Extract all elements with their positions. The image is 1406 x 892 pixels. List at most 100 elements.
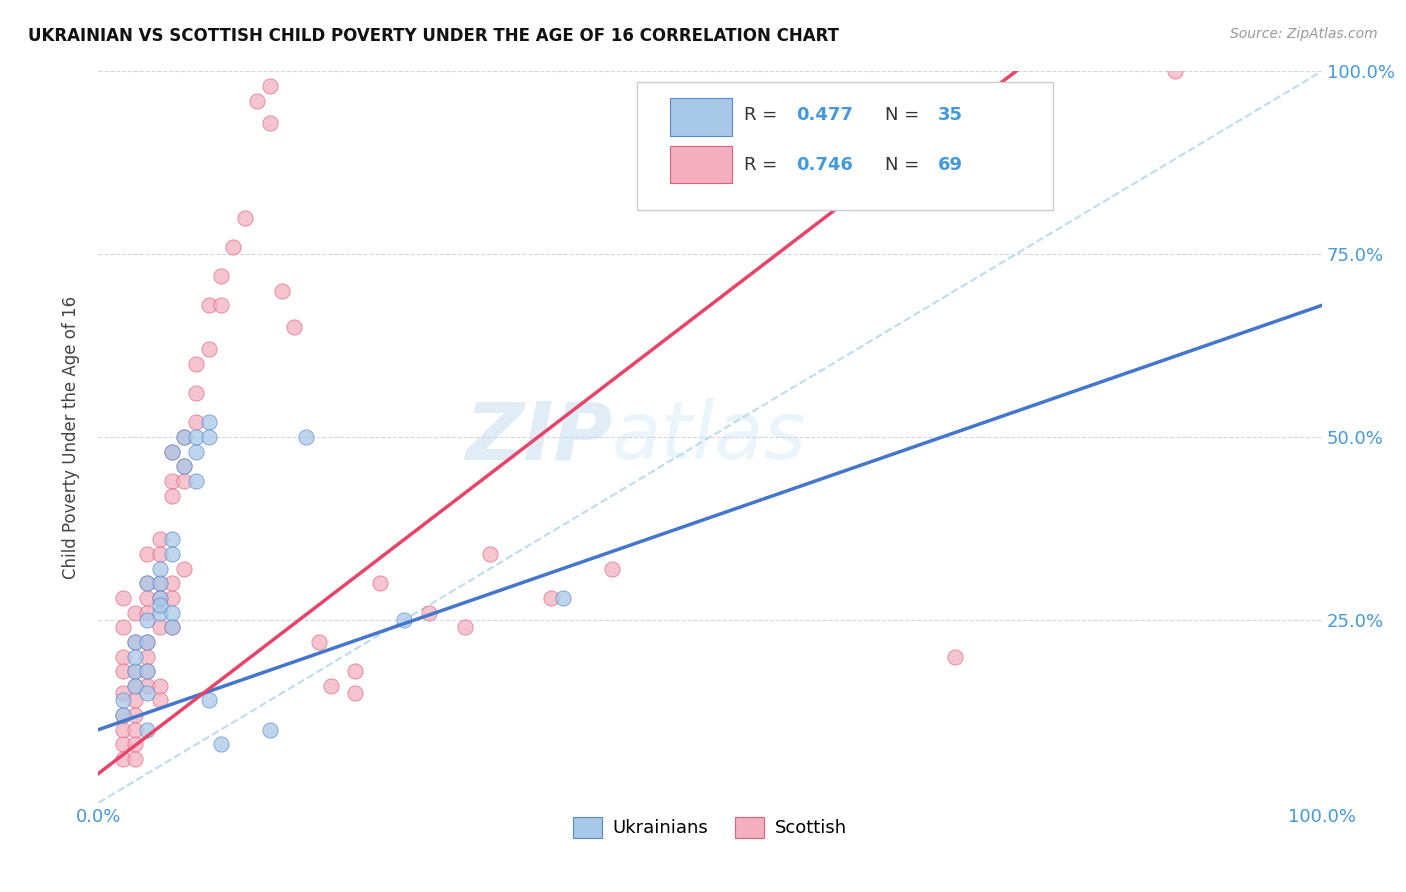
Point <box>149 591 172 605</box>
Point <box>149 562 172 576</box>
Point <box>160 547 183 561</box>
Point <box>124 679 146 693</box>
Point <box>136 649 159 664</box>
Point <box>111 620 134 634</box>
Point <box>111 723 134 737</box>
Point <box>111 708 134 723</box>
Point <box>160 620 183 634</box>
Point <box>173 430 195 444</box>
Point <box>124 723 146 737</box>
Point <box>149 620 172 634</box>
Point <box>124 752 146 766</box>
Point <box>197 430 219 444</box>
Point <box>124 737 146 751</box>
FancyBboxPatch shape <box>669 146 733 183</box>
Text: 0.477: 0.477 <box>796 106 852 124</box>
Point <box>186 357 208 371</box>
Point <box>344 664 367 678</box>
Point <box>124 664 146 678</box>
Legend: Ukrainians, Scottish: Ukrainians, Scottish <box>565 810 855 845</box>
Point <box>259 78 281 93</box>
Point <box>136 576 159 591</box>
Point <box>136 547 159 561</box>
Point <box>111 737 134 751</box>
Point <box>136 664 159 678</box>
Point <box>136 664 159 678</box>
Point <box>283 320 305 334</box>
Point <box>1164 64 1187 78</box>
Point <box>149 576 172 591</box>
Point <box>160 444 183 458</box>
Point <box>136 679 159 693</box>
Point <box>186 474 208 488</box>
Point <box>418 606 440 620</box>
Point <box>160 444 183 458</box>
Y-axis label: Child Poverty Under the Age of 16: Child Poverty Under the Age of 16 <box>62 295 80 579</box>
Point <box>111 649 134 664</box>
Point <box>259 115 281 129</box>
Point <box>160 474 183 488</box>
Point <box>197 298 219 312</box>
Point <box>186 430 208 444</box>
Text: 69: 69 <box>938 156 963 174</box>
Text: N =: N = <box>884 106 925 124</box>
Point <box>540 591 562 605</box>
Point <box>136 606 159 620</box>
Point <box>149 679 172 693</box>
Point <box>197 416 219 430</box>
Point <box>111 708 134 723</box>
Text: Source: ZipAtlas.com: Source: ZipAtlas.com <box>1230 27 1378 41</box>
Point <box>308 635 330 649</box>
Text: R =: R = <box>744 156 783 174</box>
Point <box>392 613 416 627</box>
Point <box>149 591 172 605</box>
Point <box>943 649 966 664</box>
Point <box>124 679 146 693</box>
Point <box>209 737 232 751</box>
Point <box>136 576 159 591</box>
Point <box>136 723 159 737</box>
Point <box>124 693 146 707</box>
Point <box>160 533 183 547</box>
Point <box>173 459 195 474</box>
Point <box>186 416 208 430</box>
Point <box>295 430 318 444</box>
Text: 35: 35 <box>938 106 963 124</box>
Point <box>259 723 281 737</box>
Point <box>124 635 146 649</box>
Point <box>246 94 269 108</box>
Point <box>136 686 159 700</box>
Point <box>186 386 208 401</box>
Point <box>173 459 195 474</box>
Point <box>136 635 159 649</box>
Point <box>136 613 159 627</box>
Point <box>197 343 219 357</box>
Point <box>160 591 183 605</box>
Point <box>197 693 219 707</box>
Point <box>553 591 575 605</box>
Point <box>160 620 183 634</box>
Point <box>209 269 232 284</box>
Point <box>368 576 391 591</box>
Point <box>160 489 183 503</box>
Text: ZIP: ZIP <box>465 398 612 476</box>
Point <box>173 474 195 488</box>
Point <box>173 562 195 576</box>
Point <box>160 606 183 620</box>
Point <box>124 649 146 664</box>
Point <box>149 533 172 547</box>
Point <box>209 298 232 312</box>
Point <box>136 591 159 605</box>
Point <box>111 664 134 678</box>
Point <box>173 430 195 444</box>
Point <box>149 606 172 620</box>
Point <box>124 606 146 620</box>
Point <box>454 620 477 634</box>
Point <box>111 686 134 700</box>
Point <box>319 679 342 693</box>
Point <box>111 591 134 605</box>
Point <box>111 693 134 707</box>
Point <box>149 576 172 591</box>
Text: 0.746: 0.746 <box>796 156 852 174</box>
Point <box>270 284 294 298</box>
